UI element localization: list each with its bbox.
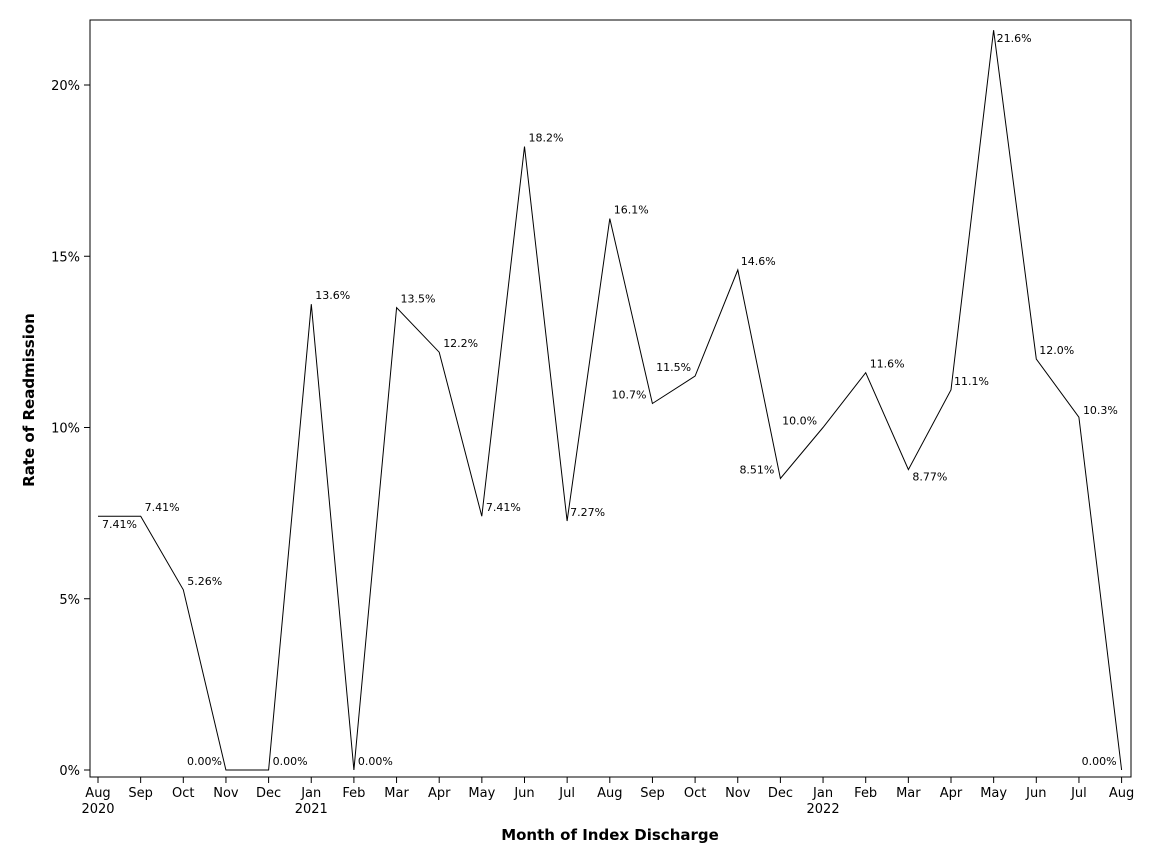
x-tick-label: Oct bbox=[172, 786, 194, 801]
y-tick-label: 0% bbox=[59, 764, 80, 779]
data-label: 10.7% bbox=[611, 389, 646, 402]
x-tick-label: Nov bbox=[725, 786, 751, 801]
y-axis: 0% 5% 10% 15% 20% bbox=[51, 79, 90, 779]
x-tick-label: Mar bbox=[896, 786, 921, 801]
x-tick-label: May bbox=[468, 786, 495, 801]
data-label: 13.6% bbox=[315, 289, 350, 302]
data-label: 0.00% bbox=[187, 755, 222, 768]
x-tick-label: Jan bbox=[812, 786, 833, 801]
x-tick-label: Dec bbox=[256, 786, 281, 801]
y-tick-label: 10% bbox=[51, 422, 80, 437]
data-label: 10.0% bbox=[782, 415, 817, 428]
x-tick-label: Nov bbox=[213, 786, 239, 801]
x-tick-label: Sep bbox=[640, 786, 665, 801]
data-label: 11.1% bbox=[954, 375, 989, 388]
x-tick-label: Jan bbox=[300, 786, 321, 801]
data-label: 12.2% bbox=[443, 337, 478, 350]
x-tick-label: Jul bbox=[558, 786, 575, 801]
x-tick-year-label: 2021 bbox=[295, 802, 328, 817]
plot-frame bbox=[89, 19, 1132, 778]
data-label: 12.0% bbox=[1039, 344, 1074, 357]
series-line bbox=[98, 30, 1123, 771]
x-tick-label: Sep bbox=[128, 786, 153, 801]
x-tick-label: Jul bbox=[1070, 786, 1087, 801]
data-label: 10.3% bbox=[1083, 404, 1118, 417]
x-tick-label: Aug bbox=[85, 786, 110, 801]
x-tick-label: Jun bbox=[513, 786, 534, 801]
y-tick-label: 5% bbox=[59, 593, 80, 608]
data-label: 0.00% bbox=[1082, 755, 1117, 768]
x-tick-label: Aug bbox=[597, 786, 622, 801]
x-tick-label: Mar bbox=[384, 786, 409, 801]
y-tick-label: 15% bbox=[51, 250, 80, 265]
x-tick-label: Jun bbox=[1025, 786, 1046, 801]
data-label: 8.51% bbox=[739, 464, 774, 477]
x-tick-year-label: 2022 bbox=[807, 802, 840, 817]
y-tick-label: 20% bbox=[51, 79, 80, 94]
data-label: 11.6% bbox=[870, 358, 905, 371]
data-label: 7.27% bbox=[570, 506, 605, 519]
data-label: 11.5% bbox=[656, 361, 691, 374]
data-labels: 7.41% 7.41% 5.26% 0.00% 0.00% 13.6% 0.00% 13.5%… bbox=[102, 32, 1118, 768]
data-label: 7.41% bbox=[486, 501, 521, 514]
data-label: 8.77% bbox=[912, 471, 947, 484]
x-tick-label: Dec bbox=[768, 786, 793, 801]
data-label: 7.41% bbox=[102, 518, 137, 531]
data-label: 7.41% bbox=[145, 501, 180, 514]
data-label: 21.6% bbox=[997, 32, 1032, 45]
x-tick-label: Apr bbox=[940, 786, 963, 801]
data-label: 13.5% bbox=[401, 293, 436, 306]
x-tick-label: Oct bbox=[684, 786, 706, 801]
y-axis-title: Rate of Readmission bbox=[20, 313, 38, 487]
data-label: 0.00% bbox=[273, 755, 308, 768]
x-tick-label: Feb bbox=[854, 786, 877, 801]
data-label: 18.2% bbox=[529, 132, 564, 145]
x-tick-year-label: 2020 bbox=[81, 802, 114, 817]
x-tick-label: May bbox=[980, 786, 1007, 801]
x-tick-label: Apr bbox=[428, 786, 451, 801]
data-label: 5.26% bbox=[187, 575, 222, 588]
data-label: 14.6% bbox=[741, 255, 776, 268]
data-label: 0.00% bbox=[358, 755, 393, 768]
x-tick-label: Aug bbox=[1109, 786, 1134, 801]
data-label: 16.1% bbox=[614, 204, 649, 217]
x-axis-title: Month of Index Discharge bbox=[501, 826, 719, 844]
x-tick-label: Feb bbox=[342, 786, 365, 801]
